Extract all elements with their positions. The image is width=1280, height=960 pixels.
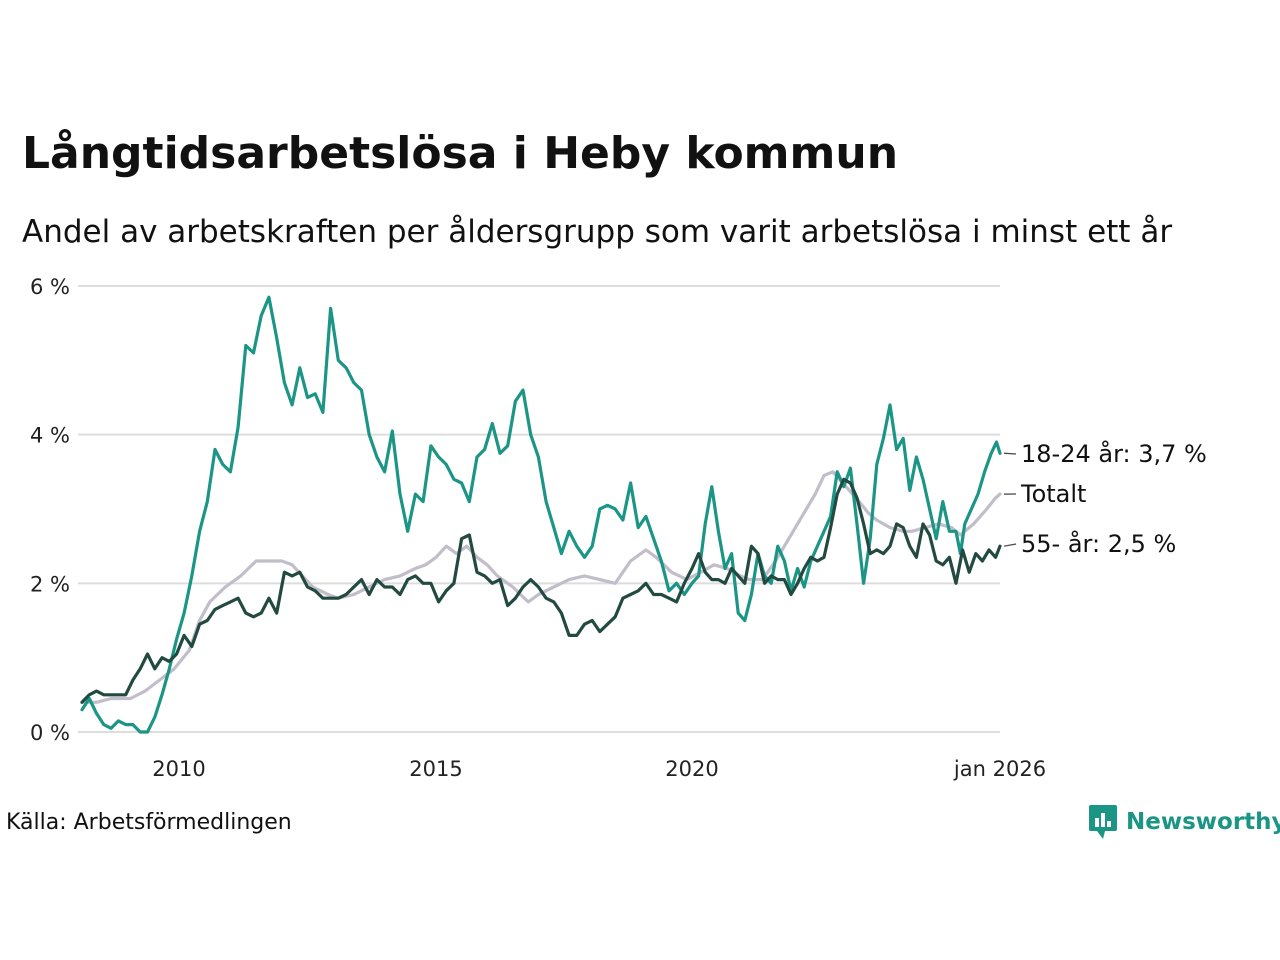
y-tick-label: 2 %	[30, 572, 70, 596]
label-connector-young	[1003, 452, 1017, 455]
x-tick-label: jan 2026	[953, 757, 1046, 781]
series-lines	[80, 295, 1002, 734]
x-axis-ticks: 2010 2015 2020 jan 2026	[152, 757, 1046, 781]
y-tick-label: 6 %	[30, 275, 70, 299]
series-line-total	[80, 470, 1002, 704]
newsworthy-logo[interactable]: Newsworthy	[1088, 804, 1280, 840]
chart-title: Långtidsarbetslösa i Heby kommun	[22, 128, 899, 179]
x-tick-label: 2015	[409, 757, 462, 781]
series-line-young	[80, 295, 1002, 734]
logo-text: Newsworthy	[1126, 809, 1280, 835]
gridlines	[78, 285, 1000, 733]
y-axis-ticks: 0 % 2 % 4 % 6 %	[30, 275, 70, 745]
y-tick-label: 4 %	[30, 424, 70, 448]
label-connector-old	[1003, 543, 1017, 547]
x-tick-label: 2020	[665, 757, 718, 781]
series-line-old	[80, 477, 1002, 704]
x-tick-label: 2010	[152, 757, 205, 781]
chart-subtitle: Andel av arbetskraften per åldersgrupp s…	[22, 214, 1173, 250]
y-tick-label: 0 %	[30, 721, 70, 745]
source-note: Källa: Arbetsförmedlingen	[6, 810, 292, 835]
series-label-total: Totalt	[1020, 480, 1086, 508]
bar-chart-speech-bubble-icon	[1089, 805, 1117, 839]
series-label-old: 55- år: 2,5 %	[1021, 529, 1176, 558]
series-labels: Totalt 18-24 år: 3,7 % 55- år: 2,5 %	[1003, 439, 1207, 558]
line-chart: 0 % 2 % 4 % 6 % 2010 2015 2020 jan 2026 Totalt…	[30, 275, 1207, 781]
series-label-young: 18-24 år: 3,7 %	[1021, 439, 1207, 468]
